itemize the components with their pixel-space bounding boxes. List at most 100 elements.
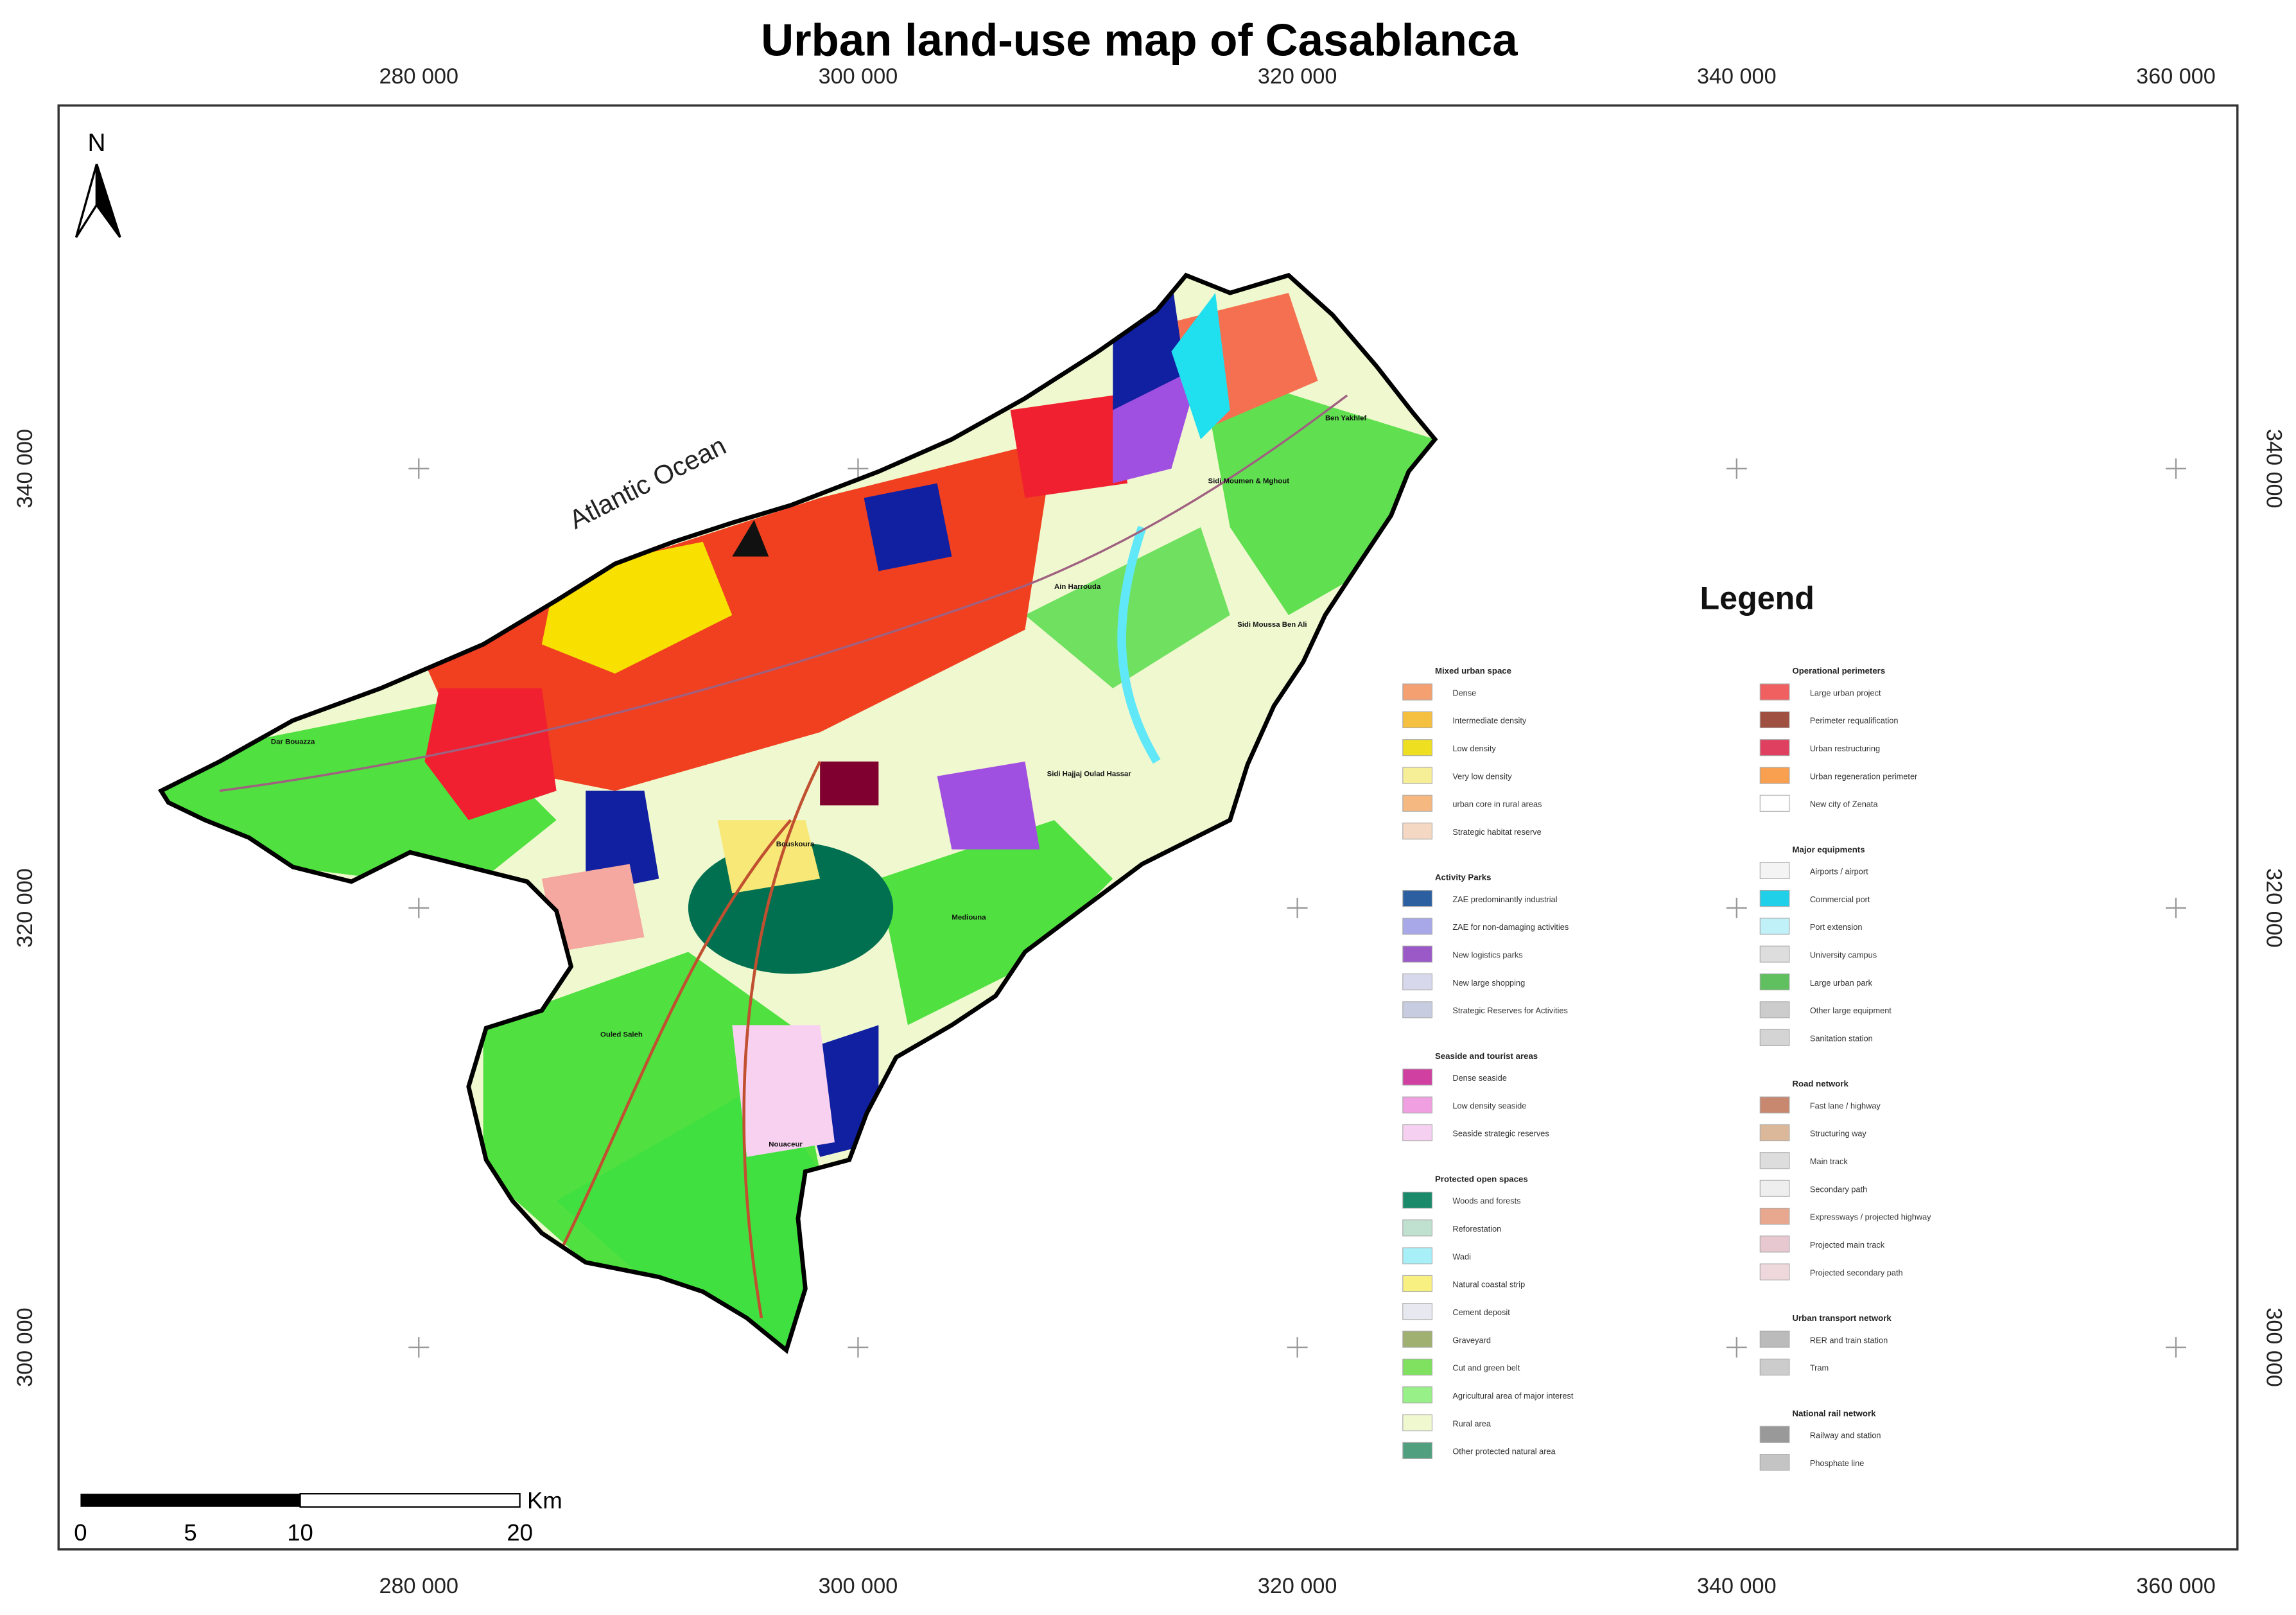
legend-swatch [1402, 1386, 1433, 1404]
legend-group-title: Operational perimeters [1792, 666, 1885, 676]
legend-label: Port extension [1810, 922, 1863, 932]
arrow-right [95, 163, 121, 238]
legend-label: Woods and forests [1452, 1196, 1520, 1206]
legend-label: Dense seaside [1452, 1073, 1506, 1083]
legend-label: Phosphate line [1810, 1458, 1864, 1468]
legend-swatch [1402, 1124, 1433, 1142]
legend-label: Fast lane / highway [1810, 1101, 1881, 1110]
grid-cross [408, 458, 430, 479]
legend-swatch [1402, 1191, 1433, 1209]
legend-group-title: Road network [1792, 1079, 1848, 1088]
easting-label-top: 280 000 [379, 64, 458, 89]
easting-label-bottom: 320 000 [1258, 1574, 1337, 1598]
legend-label: Large urban project [1810, 688, 1881, 697]
place-name: Ain Harrouda [1054, 583, 1101, 591]
grid-cross [2166, 458, 2186, 479]
legend-group-title: Protected open spaces [1435, 1174, 1528, 1183]
scale-unit: Km [527, 1487, 562, 1514]
legend-label: Wadi [1452, 1252, 1471, 1261]
legend-swatch [1759, 973, 1790, 991]
legend-label: Railway and station [1810, 1431, 1881, 1440]
legend-swatch [1402, 683, 1433, 701]
legend-label: Perimeter requalification [1810, 716, 1899, 726]
scale-bar [80, 1493, 521, 1508]
legend-label: University campus [1810, 950, 1877, 959]
legend-swatch [1759, 1235, 1790, 1253]
legend-swatch [1759, 1263, 1790, 1280]
legend-swatch [1759, 1207, 1790, 1225]
port [732, 519, 769, 557]
easting-label-bottom: 280 000 [379, 1574, 458, 1598]
grid-cross [408, 897, 430, 918]
legend-swatch [1759, 1029, 1790, 1046]
legend-swatch [1759, 945, 1790, 963]
legend-swatch [1402, 1096, 1433, 1113]
legend-swatch [1759, 1331, 1790, 1348]
northing-label-right: 320 000 [2261, 868, 2286, 948]
legend-swatch [1402, 1247, 1433, 1264]
legend-swatch [1402, 823, 1433, 840]
legend-label: Agricultural area of major interest [1452, 1391, 1573, 1401]
scale-bar-dark [80, 1494, 300, 1507]
grid-cross [1287, 897, 1308, 918]
grid-cross [1726, 458, 1747, 479]
legend-swatch [1402, 711, 1433, 729]
legend-swatch [1759, 1124, 1790, 1142]
legend-group-title: Seaside and tourist areas [1435, 1051, 1538, 1061]
place-name: Sidi Hajjaj Oulad Hassar [1047, 771, 1132, 778]
legend-label: Cement deposit [1452, 1307, 1510, 1317]
legend-swatch [1759, 794, 1790, 812]
scale-tick-label: 20 [507, 1519, 533, 1546]
legend-label: New city of Zenata [1810, 799, 1879, 809]
easting-label-bottom: 360 000 [2136, 1574, 2216, 1598]
legend-label: Tram [1810, 1363, 1829, 1373]
legend-label: Main track [1810, 1157, 1848, 1166]
legend-label: Low density seaside [1452, 1101, 1526, 1110]
legend-group-title: Urban transport network [1792, 1313, 1892, 1323]
legend-swatch [1759, 862, 1790, 879]
legend-label: Other protected natural area [1452, 1447, 1556, 1456]
legend-label: Strategic habitat reserve [1452, 827, 1541, 837]
legend-label: Strategic Reserves for Activities [1452, 1006, 1568, 1015]
legend-label: Secondary path [1810, 1184, 1867, 1194]
scale-tick-label: 5 [184, 1519, 196, 1546]
legend-swatch [1759, 1152, 1790, 1169]
legend-swatch [1402, 1219, 1433, 1237]
legend-swatch [1402, 794, 1433, 812]
legend-swatch [1759, 767, 1790, 784]
scale-labels: 0 5 10 20 Km [74, 1487, 562, 1546]
legend-label: Structuring way [1810, 1129, 1867, 1139]
place-name: Dar Bouazza [271, 738, 315, 746]
legend-swatch [1759, 739, 1790, 756]
easting-label-bottom: 340 000 [1697, 1574, 1777, 1598]
legend-label: Other large equipment [1810, 1006, 1892, 1015]
legend-group-title: Mixed urban space [1435, 666, 1511, 676]
legend-label: Sanitation station [1810, 1033, 1873, 1043]
legend-swatch [1402, 1069, 1433, 1086]
legend-swatch [1759, 1454, 1790, 1471]
easting-label-top: 300 000 [819, 64, 898, 89]
legend-label: Reforestation [1452, 1224, 1501, 1234]
legend-label: Seaside strategic reserves [1452, 1129, 1549, 1139]
legend-label: Cut and green belt [1452, 1363, 1520, 1373]
legend-swatch [1402, 890, 1433, 907]
legend-label: Urban restructuring [1810, 744, 1880, 753]
northing-label-right: 340 000 [2261, 429, 2286, 509]
legend-label: New logistics parks [1452, 950, 1522, 959]
scale-bar-light [299, 1493, 521, 1508]
legend-group-title: Activity Parks [1435, 873, 1491, 882]
grid-cross [848, 1337, 869, 1358]
place-name: Mediouna [952, 914, 986, 921]
legend-swatch [1402, 767, 1433, 784]
legend-label: Urban regeneration perimeter [1810, 771, 1918, 781]
legend-swatch [1402, 1001, 1433, 1018]
legend-label: Low density [1452, 744, 1496, 753]
northing-label-left: 320 000 [13, 868, 37, 948]
grid-cross [1287, 1337, 1308, 1358]
place-names: Dar Bouazza Ain Harrouda Sidi Moumen & Mgh… [271, 415, 1367, 1149]
northing-label-right: 300 000 [2261, 1307, 2286, 1387]
legend-label: RER and train station [1810, 1335, 1888, 1345]
legend-swatch [1402, 739, 1433, 756]
northing-label-left: 300 000 [13, 1307, 37, 1387]
